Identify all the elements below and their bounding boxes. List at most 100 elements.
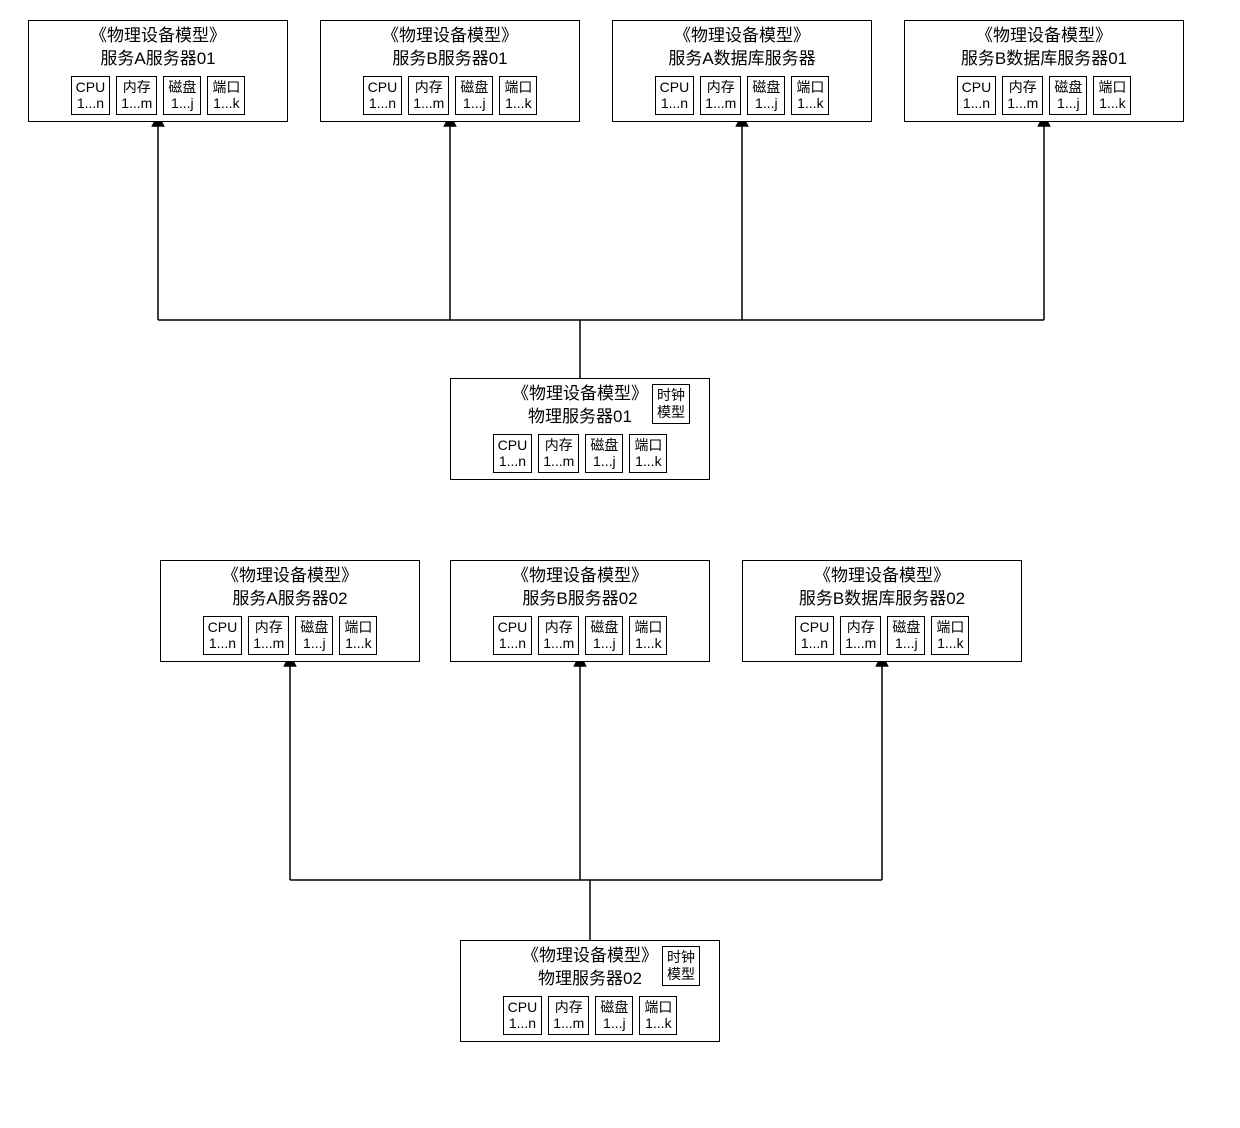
resource-label: CPU xyxy=(508,999,538,1016)
resource-disk: 磁盘1...j xyxy=(585,434,623,474)
resource-cpu: CPU1...n xyxy=(493,434,533,474)
resource-label: 内存 xyxy=(705,79,736,96)
resource-row: CPU1...n内存1...m磁盘1...j端口1...k xyxy=(451,616,709,662)
clock-line1: 时钟 xyxy=(667,949,695,966)
resource-label: CPU xyxy=(498,437,528,454)
resource-range: 1...n xyxy=(508,1015,538,1032)
resource-label: 磁盘 xyxy=(168,79,196,96)
resource-label: 磁盘 xyxy=(460,79,488,96)
resource-label: 磁盘 xyxy=(590,619,618,636)
resource-range: 1...j xyxy=(168,95,196,112)
resource-cpu: CPU1...n xyxy=(493,616,533,656)
resource-disk: 磁盘1...j xyxy=(747,76,785,116)
resource-cpu: CPU1...n xyxy=(503,996,543,1036)
resource-range: 1...k xyxy=(344,635,372,652)
node-name: 服务A服务器01 xyxy=(29,48,287,75)
resource-range: 1...n xyxy=(208,635,238,652)
resource-label: 内存 xyxy=(253,619,284,636)
resource-row: CPU1...n内存1...m磁盘1...j端口1...k xyxy=(29,76,287,122)
resource-port: 端口1...k xyxy=(629,616,667,656)
resource-range: 1...k xyxy=(634,635,662,652)
node-name: 服务A数据库服务器 xyxy=(613,48,871,75)
resource-port: 端口1...k xyxy=(639,996,677,1036)
resource-range: 1...j xyxy=(590,453,618,470)
resource-range: 1...j xyxy=(892,635,920,652)
node-midB: 《物理设备模型》服务B服务器02CPU1...n内存1...m磁盘1...j端口… xyxy=(450,560,710,662)
node-name: 服务B服务器01 xyxy=(321,48,579,75)
resource-label: 端口 xyxy=(212,79,240,96)
resource-range: 1...n xyxy=(498,453,528,470)
resource-range: 1...k xyxy=(644,1015,672,1032)
resource-label: 端口 xyxy=(344,619,372,636)
clock-box: 时钟模型 xyxy=(652,384,690,424)
resource-range: 1...k xyxy=(504,95,532,112)
resource-row: CPU1...n内存1...m磁盘1...j端口1...k xyxy=(461,996,719,1042)
resource-label: CPU xyxy=(660,79,690,96)
resource-label: 磁盘 xyxy=(300,619,328,636)
clock-line2: 模型 xyxy=(657,404,685,421)
resource-range: 1...n xyxy=(962,95,992,112)
resource-row: CPU1...n内存1...m磁盘1...j端口1...k xyxy=(613,76,871,122)
resource-label: CPU xyxy=(800,619,830,636)
resource-port: 端口1...k xyxy=(1093,76,1131,116)
node-stereotype: 《物理设备模型》 xyxy=(905,21,1183,48)
resource-range: 1...n xyxy=(800,635,830,652)
resource-range: 1...m xyxy=(543,635,574,652)
resource-label: 端口 xyxy=(796,79,824,96)
clock-box: 时钟模型 xyxy=(662,946,700,986)
resource-label: CPU xyxy=(498,619,528,636)
resource-label: 内存 xyxy=(553,999,584,1016)
resource-label: 磁盘 xyxy=(752,79,780,96)
node-stereotype: 《物理设备模型》 xyxy=(613,21,871,48)
resource-range: 1...j xyxy=(300,635,328,652)
resource-label: 磁盘 xyxy=(892,619,920,636)
resource-mem: 内存1...m xyxy=(116,76,157,116)
resource-label: 磁盘 xyxy=(1054,79,1082,96)
resource-cpu: CPU1...n xyxy=(203,616,243,656)
resource-label: 内存 xyxy=(1007,79,1038,96)
resource-range: 1...k xyxy=(212,95,240,112)
resource-row: CPU1...n内存1...m磁盘1...j端口1...k xyxy=(743,616,1021,662)
resource-label: 端口 xyxy=(644,999,672,1016)
resource-range: 1...n xyxy=(368,95,398,112)
resource-port: 端口1...k xyxy=(207,76,245,116)
resource-range: 1...j xyxy=(590,635,618,652)
diagram-canvas: 《物理设备模型》服务A服务器01CPU1...n内存1...m磁盘1...j端口… xyxy=(0,0,1240,1128)
resource-label: 端口 xyxy=(634,437,662,454)
resource-disk: 磁盘1...j xyxy=(455,76,493,116)
resource-port: 端口1...k xyxy=(499,76,537,116)
resource-range: 1...j xyxy=(460,95,488,112)
resource-range: 1...m xyxy=(1007,95,1038,112)
node-topC: 《物理设备模型》服务A数据库服务器CPU1...n内存1...m磁盘1...j端… xyxy=(612,20,872,122)
resource-range: 1...n xyxy=(498,635,528,652)
resource-mem: 内存1...m xyxy=(538,616,579,656)
resource-label: 端口 xyxy=(504,79,532,96)
resource-range: 1...k xyxy=(1098,95,1126,112)
resource-mem: 内存1...m xyxy=(248,616,289,656)
resource-cpu: CPU1...n xyxy=(363,76,403,116)
resource-range: 1...k xyxy=(634,453,662,470)
resource-range: 1...j xyxy=(600,1015,628,1032)
resource-range: 1...m xyxy=(553,1015,584,1032)
resource-label: 内存 xyxy=(845,619,876,636)
node-stereotype: 《物理设备模型》 xyxy=(161,561,419,588)
clock-line1: 时钟 xyxy=(657,387,685,404)
resource-range: 1...m xyxy=(543,453,574,470)
resource-cpu: CPU1...n xyxy=(957,76,997,116)
resource-label: 磁盘 xyxy=(590,437,618,454)
resource-range: 1...m xyxy=(121,95,152,112)
resource-range: 1...n xyxy=(76,95,106,112)
resource-label: 端口 xyxy=(936,619,964,636)
resource-disk: 磁盘1...j xyxy=(163,76,201,116)
clock-line2: 模型 xyxy=(667,966,695,983)
resource-mem: 内存1...m xyxy=(548,996,589,1036)
resource-label: 磁盘 xyxy=(600,999,628,1016)
resource-row: CPU1...n内存1...m磁盘1...j端口1...k xyxy=(451,434,709,480)
resource-port: 端口1...k xyxy=(791,76,829,116)
resource-port: 端口1...k xyxy=(629,434,667,474)
resource-range: 1...m xyxy=(705,95,736,112)
node-topA: 《物理设备模型》服务A服务器01CPU1...n内存1...m磁盘1...j端口… xyxy=(28,20,288,122)
resource-label: 内存 xyxy=(413,79,444,96)
resource-range: 1...j xyxy=(1054,95,1082,112)
resource-range: 1...j xyxy=(752,95,780,112)
